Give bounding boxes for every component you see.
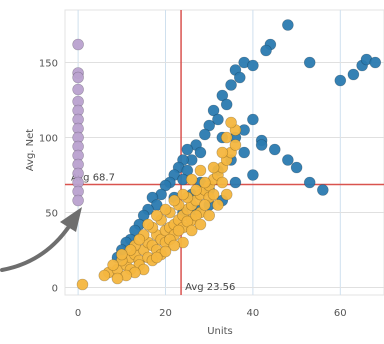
data-point xyxy=(347,68,360,81)
data-point xyxy=(72,38,84,51)
data-point xyxy=(247,113,259,126)
data-point xyxy=(260,44,272,57)
data-point xyxy=(129,224,141,237)
data-point xyxy=(168,239,181,252)
data-point xyxy=(369,56,382,69)
y-tick-label: 150 xyxy=(39,59,58,70)
data-point xyxy=(203,209,216,222)
data-point xyxy=(185,173,198,186)
data-point xyxy=(229,139,242,151)
x-axis-title: Units xyxy=(207,326,233,337)
data-point xyxy=(334,74,347,87)
data-point xyxy=(111,272,124,285)
x-tick-label: 0 xyxy=(75,308,81,319)
data-point xyxy=(133,233,146,246)
data-point xyxy=(177,188,189,201)
data-point xyxy=(194,164,207,177)
y-tick-label: 100 xyxy=(39,134,58,145)
data-point xyxy=(220,188,233,201)
data-point xyxy=(282,19,294,31)
data-point xyxy=(116,248,128,261)
arrow-head xyxy=(60,207,82,232)
data-point xyxy=(220,131,233,144)
data-point xyxy=(290,161,303,174)
data-point xyxy=(72,83,84,96)
arrow-curve xyxy=(0,223,72,272)
data-point xyxy=(107,259,119,271)
data-point xyxy=(124,244,137,256)
data-point xyxy=(207,161,220,174)
data-point xyxy=(303,176,316,189)
data-point xyxy=(268,143,281,156)
data-point xyxy=(303,56,316,69)
data-point xyxy=(150,209,163,222)
data-point xyxy=(72,194,84,207)
data-point xyxy=(216,176,229,189)
data-point xyxy=(212,199,224,211)
avg-net-label: Avg 68.7 xyxy=(71,172,115,183)
x-tick-label: 60 xyxy=(334,308,347,319)
data-point xyxy=(212,113,224,126)
data-point xyxy=(229,176,242,189)
data-point xyxy=(181,215,194,228)
data-point xyxy=(238,146,250,159)
data-point xyxy=(199,199,211,211)
data-point xyxy=(199,176,211,189)
data-point xyxy=(220,98,233,111)
data-point xyxy=(185,224,198,237)
data-point xyxy=(207,188,220,201)
data-point xyxy=(98,269,111,282)
y-axis-title: Avg. Net xyxy=(25,129,36,172)
data-point xyxy=(199,128,211,141)
tick-labels: 0 20 40 60 0 50 100 150 xyxy=(39,59,347,320)
data-point xyxy=(190,209,202,222)
grid xyxy=(64,9,384,296)
data-point xyxy=(255,139,268,151)
data-point xyxy=(159,245,172,258)
data-point xyxy=(72,71,84,84)
y-tick-label: 50 xyxy=(45,209,58,220)
data-point xyxy=(181,143,194,156)
data-point xyxy=(317,184,329,196)
y-tick-label: 0 xyxy=(52,284,58,295)
data-point xyxy=(225,116,237,129)
data-point xyxy=(142,218,154,231)
data-point xyxy=(203,119,216,132)
data-point xyxy=(282,154,294,166)
data-point xyxy=(137,209,150,222)
avg-units-label: Avg 23.56 xyxy=(185,282,235,293)
data-point xyxy=(194,146,207,159)
data-point xyxy=(225,79,237,91)
data-point xyxy=(190,184,202,196)
data-point xyxy=(159,179,172,192)
x-tick-label: 40 xyxy=(247,308,260,319)
data-point xyxy=(150,251,163,264)
data-point xyxy=(172,224,185,237)
data-point xyxy=(181,164,194,177)
data-point xyxy=(216,146,229,159)
data-point xyxy=(247,169,259,181)
plot-area xyxy=(64,9,384,296)
data-point xyxy=(207,104,220,117)
data-point xyxy=(247,59,259,72)
data-points xyxy=(72,19,382,291)
data-point xyxy=(76,278,89,291)
x-tick-label: 20 xyxy=(159,308,172,319)
data-point xyxy=(194,218,207,231)
data-point xyxy=(159,203,172,216)
data-point xyxy=(233,71,246,84)
data-point xyxy=(168,194,181,207)
annotation-arrow xyxy=(0,207,82,272)
data-point xyxy=(216,89,229,102)
